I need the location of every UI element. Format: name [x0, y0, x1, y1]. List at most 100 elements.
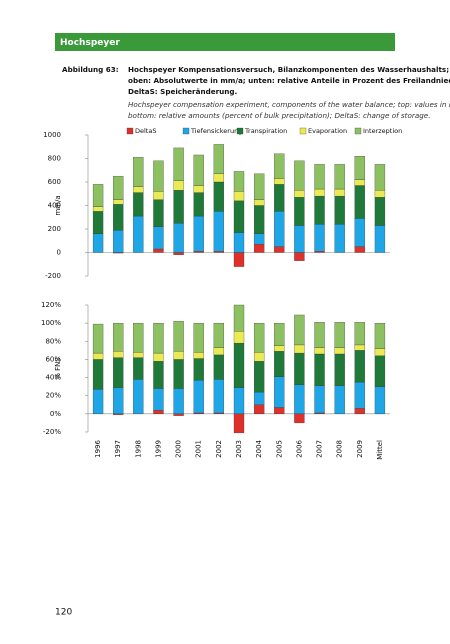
x-tick-label: Mittel — [376, 440, 384, 460]
x-tick-label: 2004 — [255, 439, 263, 457]
bar-segment — [334, 195, 345, 225]
bar-segment — [92, 389, 104, 415]
bar-segment — [113, 322, 124, 352]
bar-segment — [253, 205, 265, 234]
bar-segment — [294, 344, 305, 354]
bar-segment — [253, 352, 265, 362]
bar-segment — [133, 192, 144, 217]
bar-segment — [213, 144, 225, 174]
bar-segment — [253, 199, 265, 206]
bar-segment — [233, 304, 245, 332]
bar-segment — [92, 359, 104, 390]
y-tick-label: 200 — [48, 225, 61, 233]
y-tick-label: 40% — [45, 374, 61, 382]
bar-segment — [173, 180, 184, 191]
bar-segment — [173, 388, 184, 415]
legend-label: Transpiration — [244, 127, 287, 135]
bar-segment — [193, 352, 204, 359]
bar-segment — [233, 413, 245, 434]
bar-segment — [92, 211, 104, 234]
legend-label: DeltaS — [135, 127, 156, 135]
bar-segment — [153, 160, 164, 192]
x-tick-label: 2003 — [235, 440, 243, 458]
x-tick-label: 1998 — [134, 440, 142, 458]
y-tick-label: 80% — [45, 337, 61, 345]
legend-swatch — [182, 127, 190, 135]
y-axis-title: mm/a — [54, 195, 62, 215]
legend-swatch — [299, 127, 307, 135]
x-tick-label: 2008 — [336, 440, 344, 458]
bar-segment — [253, 233, 265, 245]
y-tick-label: 0% — [50, 410, 61, 418]
bar-segment — [274, 184, 285, 212]
bar-segment — [233, 387, 245, 415]
bar-segment — [374, 225, 386, 253]
bar-segment — [334, 347, 345, 355]
y-tick-label: 0 — [57, 249, 61, 257]
x-tick-label: 2007 — [316, 440, 324, 458]
y-axis-title: % FNS — [54, 357, 62, 380]
bar-segment — [92, 323, 104, 354]
bar-segment — [213, 354, 225, 380]
x-tick-label: 1997 — [114, 440, 122, 458]
bar-segment — [113, 357, 124, 388]
bar-segment — [173, 252, 184, 255]
bar-segment — [274, 211, 285, 247]
bar-segment — [193, 358, 204, 381]
legend-label: Tiefensickerung — [190, 127, 242, 135]
caption-english: Hochspeyer compensation experiment, comp… — [128, 100, 450, 109]
bar-segment — [334, 224, 345, 253]
bar-segment — [294, 252, 305, 261]
y-tick-label: -20% — [43, 428, 61, 436]
bar-segment — [253, 361, 265, 393]
y-tick-label: 100% — [41, 319, 61, 327]
bar-segment — [314, 164, 325, 190]
bar-segment — [233, 200, 245, 233]
bar-segment — [314, 347, 325, 355]
bar-segment — [153, 388, 164, 411]
legend-label: Evaporation — [308, 127, 347, 135]
x-tick-label: 2009 — [356, 440, 364, 458]
caption-line: oben: Absolutwerte in mm/a; unten: relat… — [128, 76, 450, 85]
bar-segment — [233, 232, 245, 253]
bar-segment — [334, 164, 345, 190]
bar-segment — [374, 386, 386, 415]
bar-segment — [153, 361, 164, 389]
x-tick-label: 2002 — [215, 440, 223, 458]
bar-segment — [294, 352, 305, 385]
header-title: Hochspeyer — [60, 38, 120, 48]
bar-segment — [193, 380, 204, 414]
bar-segment — [314, 353, 325, 386]
bar-segment — [153, 248, 164, 253]
bar-segment — [193, 185, 204, 193]
bar-segment — [374, 197, 386, 226]
bar-segment — [173, 359, 184, 389]
bar-segment — [92, 352, 104, 360]
bar-segment — [113, 175, 124, 200]
caption-label: Abbildung 63: — [62, 65, 119, 74]
bar-segment — [274, 153, 285, 179]
x-tick-label: 2001 — [195, 440, 203, 458]
bar-segment — [173, 413, 184, 416]
bar-segment — [133, 357, 144, 380]
bar-segment — [213, 251, 225, 253]
bar-segment — [354, 179, 365, 186]
legend-swatch — [236, 127, 244, 135]
bar-segment — [354, 350, 365, 383]
bar-segment — [314, 322, 325, 348]
bar-segment — [253, 173, 265, 200]
bar-segment — [253, 244, 265, 253]
bar-segment — [274, 376, 285, 408]
x-tick-label: 2005 — [275, 440, 283, 458]
x-tick-label: 2006 — [295, 439, 303, 457]
bar-segment — [113, 387, 124, 415]
bar-segment — [173, 222, 184, 253]
bar-segment — [274, 345, 285, 352]
caption-line: DeltaS: Speicheränderung. — [128, 87, 237, 96]
bar-segment — [233, 342, 245, 388]
bar-segment — [294, 413, 305, 424]
bar-segment — [354, 155, 365, 180]
y-tick-label: 800 — [48, 155, 61, 163]
